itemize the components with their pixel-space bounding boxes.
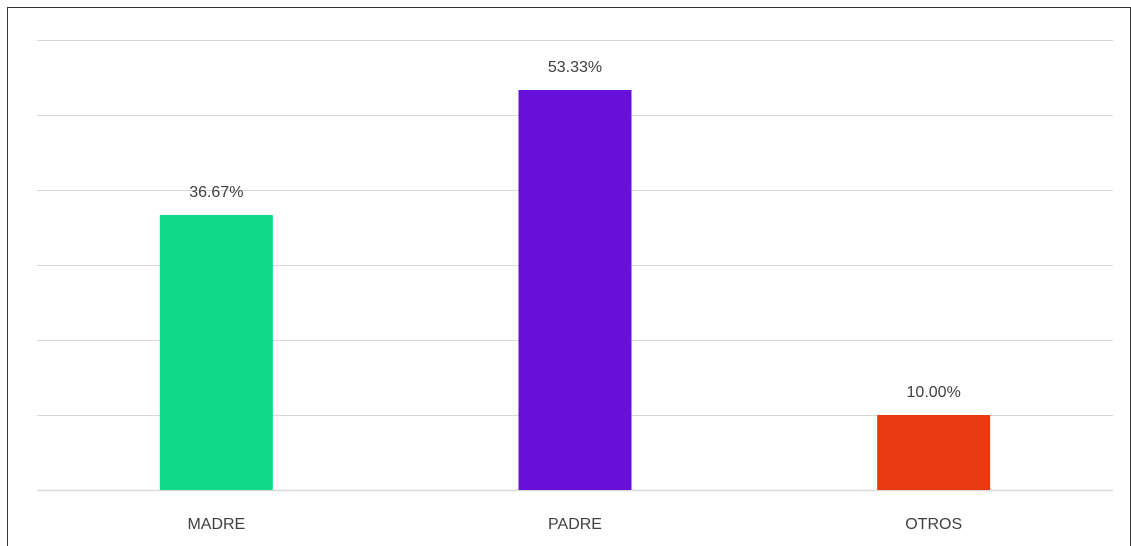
bar-otros — [877, 415, 991, 490]
bar-madre — [159, 214, 273, 490]
x-tick-label-otros: OTROS — [905, 516, 962, 533]
x-tick-label-madre: MADRE — [187, 516, 245, 533]
bar-padre — [518, 90, 632, 491]
data-labels: 36.67% 53.33% 10.00% — [189, 59, 961, 401]
data-label-madre: 36.67% — [189, 184, 243, 201]
x-axis-tick-labels: MADRE PADRE OTROS — [187, 516, 962, 533]
data-label-otros: 10.00% — [907, 384, 961, 401]
data-label-padre: 53.33% — [548, 59, 602, 76]
x-tick-label-padre: PADRE — [548, 516, 602, 533]
bars — [159, 90, 991, 491]
